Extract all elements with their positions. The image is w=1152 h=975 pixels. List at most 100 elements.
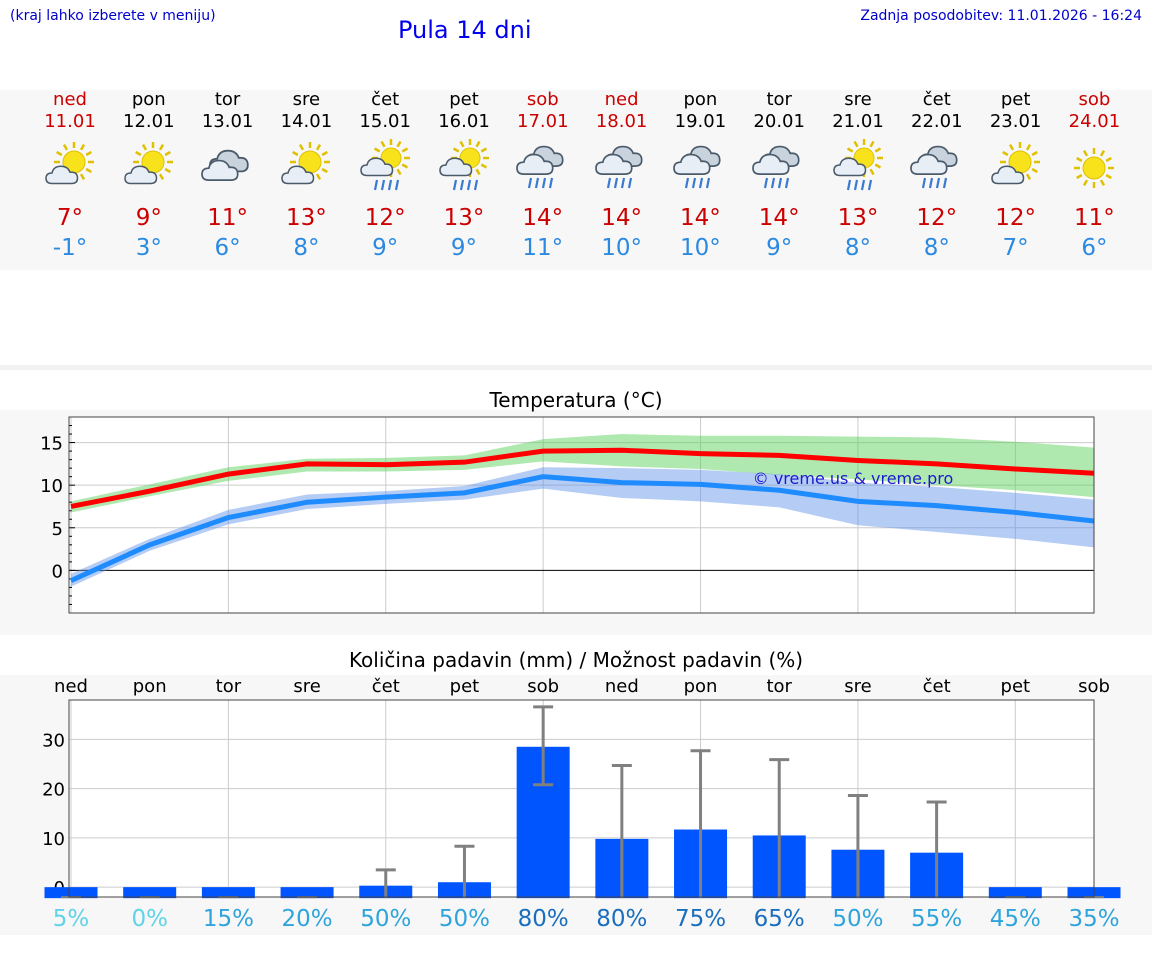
min-temperature: 10°	[601, 235, 642, 261]
x-category-label: ned	[54, 676, 88, 697]
precipitation-chance-label: 80%	[518, 906, 569, 932]
day-column: pet 16.01 13° 9°	[425, 89, 503, 263]
partly-cloudy-icon	[267, 133, 345, 203]
sun-cloud-rain-icon	[346, 133, 424, 203]
max-temperature: 14°	[601, 205, 642, 231]
partly-cloudy-icon	[977, 133, 1055, 203]
precipitation-chance-label: 15%	[203, 906, 254, 932]
day-column: tor 13.01 11° 6°	[189, 89, 267, 263]
precipitation-chance-label: 5%	[53, 906, 90, 932]
max-temperature: 7°	[56, 205, 84, 231]
partly-cloudy-icon	[31, 133, 109, 203]
max-temperature: 12°	[995, 205, 1036, 231]
max-temperature: 13°	[286, 205, 327, 231]
precipitation-chance-label: 0%	[131, 906, 168, 932]
min-temperature: 8°	[923, 235, 950, 261]
precipitation-bar	[44, 887, 98, 899]
rain-icon	[740, 133, 818, 203]
min-temperature: 11°	[522, 235, 564, 261]
min-temperature-line	[69, 474, 1095, 583]
day-name: pon	[683, 89, 718, 110]
max-temperature: 14°	[522, 205, 564, 231]
max-temperature: 13°	[837, 205, 879, 231]
plot-border	[68, 699, 1095, 898]
day-name: tor	[766, 89, 792, 110]
day-column: pet 23.01 12° 7°	[977, 89, 1055, 263]
x-category-label: ned	[605, 676, 639, 697]
rain-icon	[661, 133, 739, 203]
day-date: 12.01	[123, 111, 175, 132]
sun-cloud-rain-icon	[819, 133, 897, 203]
sun-icon	[1055, 133, 1133, 203]
y-tick-label: 0	[52, 561, 63, 582]
max-temperature: 14°	[680, 205, 721, 231]
min-temperature: 7°	[1002, 235, 1029, 261]
min-temperature: 9°	[766, 235, 793, 261]
precipitation-bar	[201, 887, 255, 899]
precipitation-bar	[123, 887, 177, 899]
day-column: sre 21.01 13° 8°	[819, 89, 897, 263]
day-date: 18.01	[595, 111, 648, 132]
day-column: pon 12.01 9° 3°	[110, 89, 188, 263]
min-temperature: 10°	[680, 235, 721, 261]
precipitation-chance-label: 55%	[911, 906, 962, 932]
temperature-chart: 0 5 10 15 © vreme.us & vreme.pro	[40, 416, 1095, 614]
rain-icon	[583, 133, 661, 203]
day-name: tor	[214, 89, 241, 110]
precipitation-chance-label: 75%	[675, 906, 726, 932]
x-category-label: pon	[133, 676, 167, 697]
day-date: 17.01	[517, 111, 569, 132]
day-date: 23.01	[989, 111, 1042, 132]
cloudy-icon	[189, 133, 267, 203]
day-name: ned	[604, 89, 639, 110]
day-column: čet 15.01 12° 9°	[346, 89, 424, 263]
x-category-label: pet	[450, 676, 480, 697]
min-temperature: 9°	[450, 235, 478, 261]
y-tick-label: 20	[42, 780, 65, 801]
max-temperature: 11°	[1074, 205, 1115, 231]
precipitation-chance-label: 45%	[990, 906, 1041, 932]
forecast-band	[0, 90, 1152, 270]
day-name: sre	[844, 89, 872, 110]
location-menu-hint: (kraj lahko izberete v meniju)	[10, 8, 216, 24]
x-category-label: tor	[216, 676, 242, 697]
last-updated: Zadnja posodobitev: 11.01.2026 - 16:24	[860, 8, 1142, 24]
day-name: pon	[131, 89, 166, 110]
day-column: ned 11.01 7° -1°	[31, 89, 109, 263]
precipitation-chart: ned pon tor sre čet pet sob ned pon tor sre čet pet s…	[42, 676, 1121, 932]
x-category-label: sre	[844, 676, 871, 697]
precipitation-bar	[988, 887, 1042, 899]
day-column: sre 14.01 13° 8°	[267, 89, 345, 263]
day-date: 15.01	[359, 111, 411, 132]
y-tick-label: 10	[42, 829, 65, 850]
precipitation-bar	[280, 887, 334, 899]
min-temperature: 9°	[372, 235, 399, 261]
x-category-label: čet	[923, 676, 951, 697]
day-date: 20.01	[753, 111, 805, 132]
max-temperature: 12°	[364, 205, 406, 231]
min-temperature: 3°	[135, 235, 162, 261]
y-tick-label: 10	[40, 476, 63, 497]
max-temperature: 13°	[443, 205, 485, 231]
precipitation-chance-label: 80%	[596, 906, 647, 932]
day-name: sob	[526, 89, 559, 110]
min-temperature: 8°	[844, 235, 872, 261]
day-date: 21.01	[832, 111, 884, 132]
min-temperature: -1°	[52, 235, 88, 261]
day-name: pet	[449, 89, 479, 110]
precipitation-chance-label: 20%	[282, 906, 333, 932]
page-title: Pula 14 dni	[398, 16, 532, 44]
day-name: sob	[1078, 89, 1111, 110]
max-temperature: 11°	[207, 205, 248, 231]
min-temperature: 6°	[214, 235, 241, 261]
day-column: tor 20.01 14° 9°	[740, 89, 818, 263]
precipitation-chart-title: Količina padavin (mm) / Možnost padavin …	[348, 648, 804, 672]
x-category-label: sob	[1078, 676, 1110, 697]
max-temperature-line	[70, 447, 1095, 509]
day-date: 11.01	[44, 111, 96, 132]
precipitation-chance-label: 65%	[754, 906, 805, 932]
max-temperature: 12°	[916, 205, 958, 231]
rain-icon	[504, 133, 582, 203]
precipitation-chance-label: 35%	[1068, 906, 1119, 932]
day-name: čet	[371, 89, 400, 110]
